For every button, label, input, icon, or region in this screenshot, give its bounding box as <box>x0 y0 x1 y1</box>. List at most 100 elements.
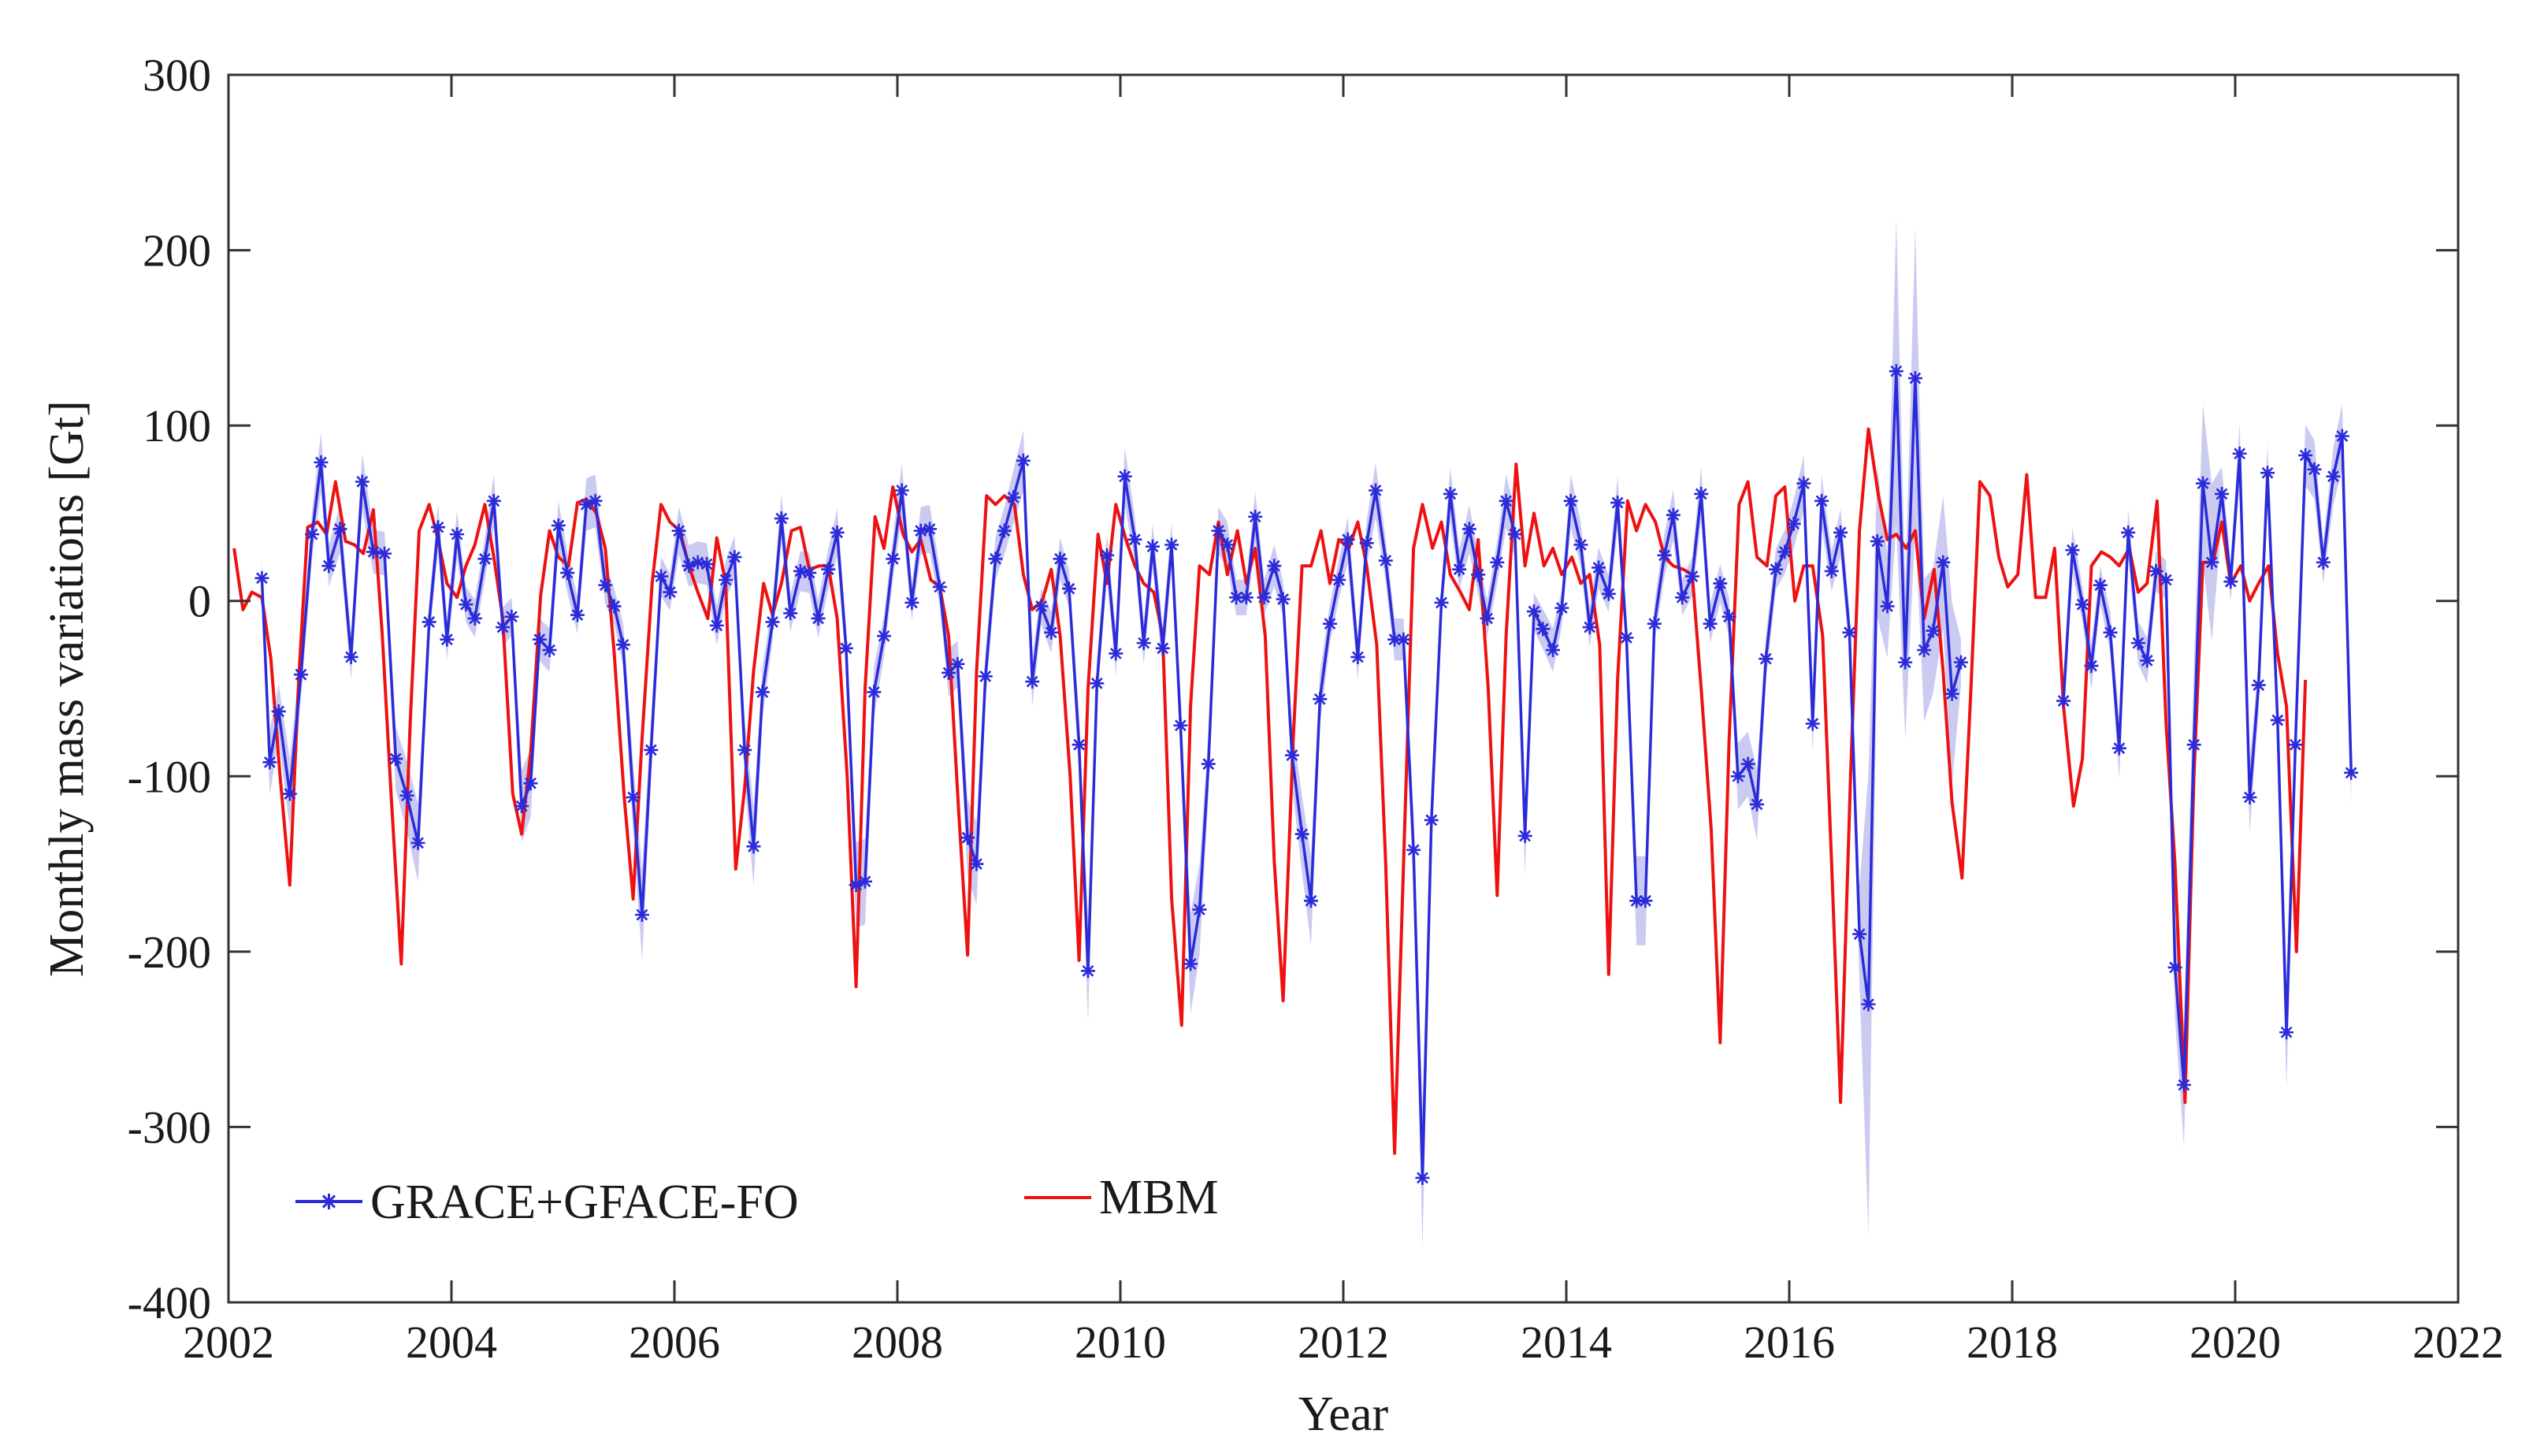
grace-point <box>1536 622 1551 637</box>
grace-point <box>1749 797 1764 812</box>
grace-point <box>913 523 928 538</box>
grace-point <box>1378 553 1393 568</box>
grace-point <box>830 525 845 540</box>
grace-point <box>1061 581 1076 596</box>
grace-point <box>2232 446 2247 461</box>
grace-point <box>1601 586 1616 601</box>
grace-point <box>821 562 836 577</box>
grace-point <box>2204 555 2219 570</box>
grace-point <box>2279 1025 2294 1040</box>
y-tick-label: -300 <box>128 1101 211 1153</box>
legend: GRACE+GFACE-FO MBM <box>295 1171 1219 1229</box>
grace-point <box>644 742 659 757</box>
y-tick-label: 300 <box>143 50 211 101</box>
grace-point <box>2056 693 2071 708</box>
grace-line <box>2062 434 2353 1086</box>
grace-point <box>2167 960 2182 975</box>
grace-point <box>1072 737 1086 752</box>
grace-point <box>1359 536 1374 551</box>
grace-point <box>1284 748 1299 763</box>
grace-point <box>523 776 538 791</box>
grace-point <box>1471 567 1486 582</box>
grace-point <box>1769 562 1784 577</box>
grace-point <box>2111 741 2126 756</box>
grace-point <box>2093 578 2108 592</box>
grace-point <box>1090 676 1105 691</box>
grace-point <box>783 606 798 621</box>
grace-point <box>1546 643 1561 658</box>
grace-point <box>950 656 965 671</box>
grace-point <box>399 788 414 803</box>
grace-point <box>2344 765 2359 780</box>
grace-point <box>1814 493 1829 508</box>
x-axis-title: Year <box>1298 1387 1389 1441</box>
grace-point <box>894 483 909 498</box>
grace-point <box>551 518 566 533</box>
grace-point <box>2186 737 2201 752</box>
grace-point <box>1713 576 1728 591</box>
grace-point <box>467 611 482 626</box>
grace-point <box>262 755 277 770</box>
grace-point <box>969 856 984 871</box>
grace-line <box>260 370 1963 1179</box>
mbm-series-layer <box>232 427 2308 1155</box>
grace-point <box>1944 686 1959 701</box>
grace-point <box>1917 643 1932 658</box>
grace-point <box>1870 534 1885 549</box>
grace-point <box>2159 573 2174 588</box>
x-tick-label: 2020 <box>2189 1317 2281 1368</box>
grace-point <box>1323 616 1338 631</box>
grace-point <box>1554 600 1569 615</box>
grace-point <box>1340 532 1355 547</box>
y-tick-label: -400 <box>128 1277 211 1328</box>
grace-point <box>1136 636 1151 651</box>
grace-point <box>1034 599 1049 614</box>
grace-point <box>1889 364 1903 379</box>
grace-point <box>1953 655 1968 670</box>
grace-point <box>737 742 752 757</box>
grace-point <box>1777 544 1792 559</box>
grace-point <box>477 552 492 566</box>
grace-series-layer <box>254 364 2359 1185</box>
grace-point <box>654 569 669 584</box>
grace-point <box>755 685 770 700</box>
grace-point <box>504 609 519 624</box>
grace-point <box>1303 893 1318 908</box>
grace-point <box>2149 563 2163 578</box>
grace-point <box>2334 429 2349 444</box>
grace-point <box>1267 559 1282 574</box>
legend-grace-label: GRACE+GFACE-FO <box>370 1176 799 1229</box>
grace-point <box>1842 625 1857 640</box>
grace-point <box>923 522 938 537</box>
grace-point <box>440 632 455 647</box>
grace-point <box>2065 543 2080 558</box>
grace-point <box>978 669 993 684</box>
grace-point <box>1694 486 1709 501</box>
grace-point <box>1499 493 1513 508</box>
grace-point <box>1591 560 1606 575</box>
grace-point <box>615 637 630 652</box>
grace-point <box>1173 718 1188 733</box>
grace-point <box>2260 466 2275 481</box>
grace-point <box>2307 462 2322 477</box>
grace-point <box>321 559 336 574</box>
grace-point <box>960 830 975 845</box>
grace-point <box>1786 516 1801 531</box>
grace-point <box>1573 537 1588 552</box>
grace-point <box>709 618 724 633</box>
grace-point <box>598 578 613 592</box>
grace-point <box>560 566 575 581</box>
grace-point <box>2326 469 2341 484</box>
grace-point <box>1452 562 1467 577</box>
grace-point <box>1861 997 1876 1012</box>
grace-point <box>2251 678 2266 693</box>
grace-point <box>459 597 474 612</box>
legend-mbm-label: MBM <box>1099 1171 1219 1224</box>
y-tick-label: 0 <box>188 576 211 627</box>
grace-point <box>1146 539 1161 554</box>
grace-point <box>1796 476 1811 491</box>
grace-point <box>570 607 585 622</box>
grace-point <box>626 789 641 804</box>
grace-point <box>1657 548 1672 563</box>
